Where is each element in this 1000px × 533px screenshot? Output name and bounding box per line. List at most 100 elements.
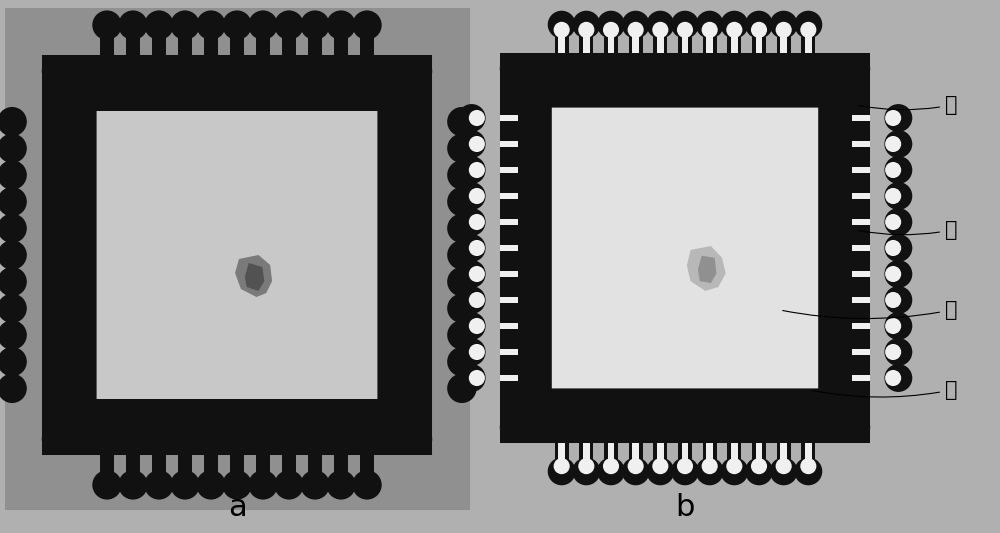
Circle shape: [652, 458, 668, 474]
Bar: [308, 455, 322, 476]
Circle shape: [447, 347, 477, 376]
Bar: [411, 114, 432, 129]
Circle shape: [196, 470, 226, 499]
Circle shape: [458, 130, 486, 158]
Bar: [360, 34, 374, 55]
Bar: [500, 192, 518, 199]
Bar: [500, 115, 518, 122]
Circle shape: [884, 182, 912, 210]
Circle shape: [458, 104, 486, 132]
Bar: [411, 274, 432, 289]
Bar: [678, 33, 692, 53]
Bar: [852, 349, 870, 356]
Bar: [579, 443, 593, 463]
Text: 蓝: 蓝: [859, 220, 958, 240]
Bar: [126, 455, 140, 476]
Circle shape: [652, 22, 668, 38]
Bar: [777, 443, 791, 463]
Circle shape: [469, 136, 485, 152]
Circle shape: [447, 320, 477, 350]
Circle shape: [144, 470, 174, 499]
Bar: [752, 33, 766, 53]
Circle shape: [170, 11, 200, 40]
Circle shape: [646, 457, 674, 486]
Bar: [42, 354, 63, 369]
Circle shape: [671, 11, 699, 38]
Circle shape: [447, 267, 477, 296]
Circle shape: [0, 187, 27, 216]
Bar: [42, 114, 63, 129]
Text: b: b: [675, 494, 695, 522]
Bar: [500, 166, 518, 174]
Circle shape: [751, 22, 767, 38]
Bar: [126, 34, 140, 55]
Bar: [558, 35, 565, 53]
Bar: [850, 345, 870, 359]
Bar: [731, 443, 738, 462]
Bar: [230, 34, 244, 55]
Bar: [850, 137, 870, 151]
Circle shape: [572, 11, 600, 38]
Bar: [334, 34, 348, 55]
Circle shape: [458, 286, 486, 314]
Circle shape: [222, 470, 252, 499]
Bar: [42, 381, 63, 395]
Circle shape: [885, 318, 901, 334]
Circle shape: [597, 457, 625, 486]
Bar: [727, 33, 741, 53]
Circle shape: [300, 470, 330, 499]
Bar: [334, 455, 348, 476]
Circle shape: [554, 22, 570, 38]
Circle shape: [548, 457, 576, 486]
Bar: [500, 111, 520, 125]
Bar: [42, 248, 63, 262]
Circle shape: [0, 240, 27, 270]
Bar: [653, 33, 667, 53]
Circle shape: [751, 458, 767, 474]
Circle shape: [118, 11, 148, 40]
FancyBboxPatch shape: [552, 108, 818, 389]
Circle shape: [500, 413, 530, 442]
Bar: [42, 141, 63, 156]
Bar: [411, 141, 432, 156]
Bar: [500, 375, 518, 382]
Bar: [752, 443, 766, 463]
Bar: [500, 296, 518, 303]
Bar: [500, 245, 518, 252]
Circle shape: [42, 423, 73, 455]
Circle shape: [770, 11, 798, 38]
Bar: [731, 35, 738, 53]
Bar: [850, 293, 870, 307]
Circle shape: [144, 11, 174, 40]
Circle shape: [702, 458, 718, 474]
Bar: [5, 8, 470, 510]
Bar: [411, 381, 432, 395]
Circle shape: [458, 182, 486, 210]
Bar: [282, 34, 296, 55]
Circle shape: [447, 107, 477, 136]
Circle shape: [702, 22, 718, 38]
Bar: [850, 163, 870, 177]
Bar: [152, 34, 166, 55]
Circle shape: [603, 22, 619, 38]
Bar: [780, 443, 787, 462]
Bar: [360, 455, 374, 476]
Circle shape: [603, 458, 619, 474]
Circle shape: [352, 470, 382, 499]
Bar: [500, 141, 518, 148]
Circle shape: [885, 136, 901, 152]
Bar: [500, 267, 520, 281]
Circle shape: [800, 22, 816, 38]
Circle shape: [885, 266, 901, 282]
Bar: [100, 455, 114, 476]
Bar: [852, 166, 870, 174]
Bar: [850, 319, 870, 333]
Circle shape: [469, 344, 485, 360]
Bar: [100, 34, 114, 55]
Circle shape: [628, 458, 644, 474]
Bar: [178, 455, 192, 476]
Text: 绿: 绿: [813, 380, 958, 400]
Bar: [500, 163, 520, 177]
Bar: [678, 443, 692, 463]
Circle shape: [578, 458, 594, 474]
